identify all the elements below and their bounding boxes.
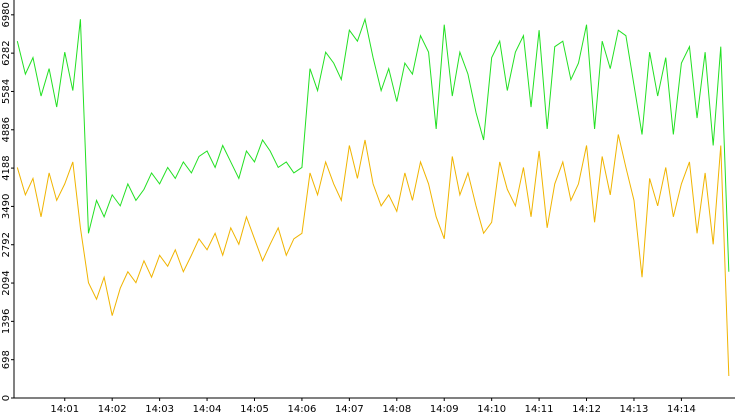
x-tick-label: 14:13 — [620, 404, 649, 415]
x-tick-label: 14:07 — [335, 404, 364, 415]
y-tick-label: 698 — [1, 350, 12, 369]
y-tick-label: 5584 — [1, 79, 12, 104]
y-tick-label: 6980 — [1, 2, 12, 27]
series-line — [16, 17, 730, 272]
x-tick-label: 14:01 — [50, 404, 79, 415]
y-tick-label: 2792 — [1, 232, 12, 257]
x-tick-label: 14:11 — [525, 404, 554, 415]
x-tick-label: 14:02 — [98, 404, 127, 415]
y-tick-label: 4188 — [1, 155, 12, 180]
x-tick-label: 14:12 — [572, 404, 601, 415]
x-tick-label: 14:10 — [477, 404, 506, 415]
x-tick-label: 14:08 — [382, 404, 411, 415]
y-tick-label: 0 — [1, 395, 12, 401]
x-tick-label: 14:09 — [430, 404, 459, 415]
x-tick-label: 14:03 — [145, 404, 174, 415]
y-tick-label: 4886 — [1, 117, 12, 142]
y-tick-label: 2094 — [1, 270, 12, 295]
y-tick-label: 1396 — [1, 309, 12, 334]
y-tick-label: 3490 — [1, 194, 12, 219]
x-tick-label: 14:05 — [240, 404, 269, 415]
x-tick-label: 14:04 — [193, 404, 222, 415]
y-tick-label: 6282 — [1, 40, 12, 65]
x-tick-label: 14:06 — [288, 404, 317, 415]
x-tick-label: 14:14 — [667, 404, 696, 415]
series-line — [16, 134, 730, 377]
